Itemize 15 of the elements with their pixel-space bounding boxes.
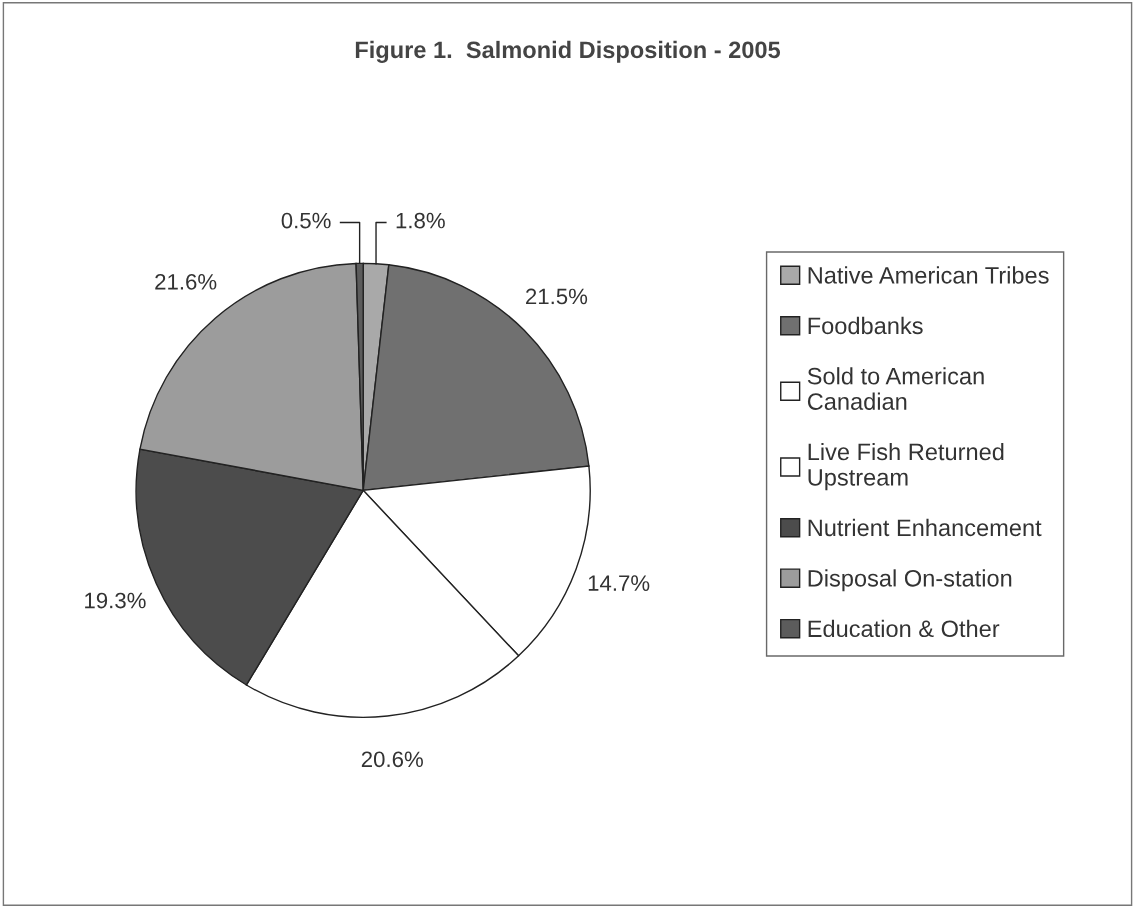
data-label: 14.7% [588, 575, 650, 591]
data-label: 21.5% [526, 288, 588, 305]
legend-label: Education & Other [808, 619, 1000, 638]
legend-label: Native American Tribes [808, 266, 1049, 284]
legend-label: Foodbanks [808, 316, 923, 335]
data-label: 21.6% [155, 273, 217, 290]
data-label: 1.8% [396, 212, 445, 229]
legend-label: Live Fish Returned Upstream [808, 442, 1004, 491]
data-label: 20.6% [361, 751, 423, 768]
legend-label: Disposal On-station [808, 569, 1012, 592]
data-label: 0.5% [281, 212, 331, 229]
legend-label: Sold to American Canadian [807, 367, 984, 410]
legend-label: Nutrient Enhancement [808, 518, 1042, 537]
chart-title: Figure 1. Salmonid Disposition - 2005 [355, 40, 781, 63]
data-label: 19.3% [85, 592, 146, 609]
